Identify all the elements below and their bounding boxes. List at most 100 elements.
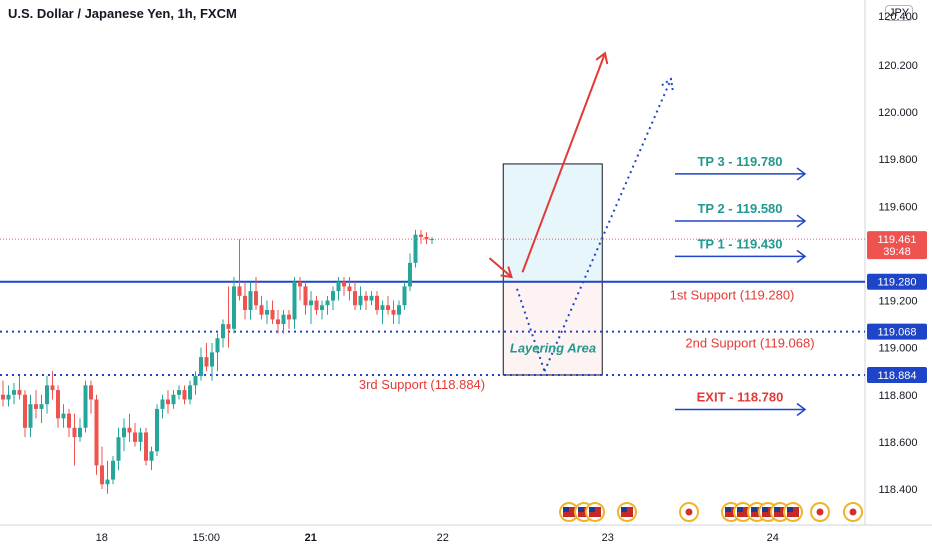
candle-body <box>61 413 66 419</box>
layering-path-down <box>516 288 546 372</box>
candle-body <box>309 300 313 306</box>
flag-sun-icon <box>816 508 824 516</box>
candle-body <box>298 281 302 287</box>
candle-body <box>182 390 187 400</box>
candle-body <box>237 286 242 296</box>
support-label: 3rd Support (118.884) <box>359 377 485 392</box>
price-label-bg <box>867 273 927 290</box>
candle-body <box>408 262 412 287</box>
candle-body <box>430 239 434 241</box>
candle-body <box>325 300 330 306</box>
candle-body <box>94 399 99 466</box>
candle-body <box>28 404 33 428</box>
candle-body <box>248 291 253 310</box>
candle-body <box>331 291 335 301</box>
support-label: 1st Support (119.280) <box>670 288 795 303</box>
candle-body <box>259 305 264 315</box>
chart-title: U.S. Dollar / Japanese Yen, 1h, FXCM <box>8 6 237 21</box>
candle-body <box>364 295 368 301</box>
y-tick-label: 118.600 <box>879 437 918 449</box>
candle-body <box>1 394 5 400</box>
candle-body <box>265 309 269 315</box>
flag-canton-icon <box>787 507 793 512</box>
layering-zone-box <box>502 281 603 376</box>
flag-sun-icon <box>685 508 693 516</box>
y-tick-label: 119.000 <box>879 343 918 355</box>
candle-body <box>166 399 170 405</box>
candle-body <box>160 399 165 409</box>
arrow-head <box>500 266 513 279</box>
price-label-text: 119.068 <box>878 327 917 339</box>
price-label-countdown: 39:48 <box>883 246 911 258</box>
candle-body <box>226 324 231 329</box>
flag-canton-icon <box>563 507 569 512</box>
flag-canton-icon <box>589 507 595 512</box>
candle-body <box>89 385 93 400</box>
candle-body <box>149 451 154 461</box>
target-label: TP 2 - 119.580 <box>697 201 782 216</box>
candle-body <box>155 408 159 452</box>
candle-body <box>50 385 55 391</box>
candle-body <box>144 432 148 461</box>
candle-body <box>78 427 82 438</box>
candle-body <box>292 281 297 320</box>
candle-body <box>127 427 132 433</box>
price-label-text: 119.280 <box>878 277 917 289</box>
candle-body <box>122 427 126 438</box>
candle-body <box>34 404 38 409</box>
flag-canton-icon <box>578 507 584 512</box>
x-tick-label: 24 <box>767 532 779 544</box>
price-label-bg <box>867 366 927 383</box>
target-label: TP 1 - 119.430 <box>697 236 782 251</box>
candle-body <box>303 286 308 306</box>
y-tick-label: 119.800 <box>879 154 918 166</box>
candle-body <box>419 234 423 237</box>
y-tick-label: 118.800 <box>879 390 918 402</box>
candle-body <box>6 394 11 400</box>
flag-canton-icon <box>621 507 627 512</box>
y-tick-label: 118.400 <box>879 484 918 496</box>
target-zone-box <box>502 163 603 283</box>
candle-body <box>12 390 16 395</box>
x-tick-label: 21 <box>305 532 317 544</box>
candle-body <box>347 286 352 292</box>
candle-body <box>358 295 363 306</box>
price-label-text: 118.884 <box>878 370 917 382</box>
x-tick-label: 15:00 <box>192 532 220 544</box>
price-label-bg <box>867 231 927 260</box>
candle-body <box>397 305 401 315</box>
x-tick-label: 18 <box>96 532 108 544</box>
candle-body <box>116 437 121 461</box>
candle-body <box>111 460 115 480</box>
candle-body <box>232 286 236 329</box>
candle-body <box>386 305 390 310</box>
flag-canton-icon <box>774 507 780 512</box>
y-tick-label: 119.200 <box>879 296 918 308</box>
candle-body <box>402 286 407 306</box>
x-tick-label: 23 <box>602 532 614 544</box>
candle-body <box>67 413 71 428</box>
target-arrow-head <box>796 249 807 263</box>
flag-canton-icon <box>725 507 731 512</box>
currency-badge[interactable]: JPY <box>885 5 914 21</box>
candle-body <box>72 427 77 438</box>
x-tick-label: 22 <box>437 532 449 544</box>
y-tick-label: 120.000 <box>878 107 918 119</box>
candle-body <box>369 295 374 301</box>
candle-body <box>199 357 203 376</box>
candle-body <box>336 281 341 292</box>
candle-body <box>243 295 247 310</box>
y-tick-label: 120.400 <box>878 11 918 23</box>
target-label: TP 3 - 119.780 <box>697 154 782 169</box>
candle-body <box>353 291 357 306</box>
layering-path-up <box>543 78 672 372</box>
candle-body <box>100 465 104 485</box>
candle-body <box>215 338 220 353</box>
candle-body <box>17 390 22 395</box>
arrow-head <box>661 77 674 91</box>
candle-body <box>342 281 346 287</box>
candle-body <box>133 432 137 442</box>
candle-body <box>193 375 198 386</box>
candle-body <box>39 404 44 409</box>
